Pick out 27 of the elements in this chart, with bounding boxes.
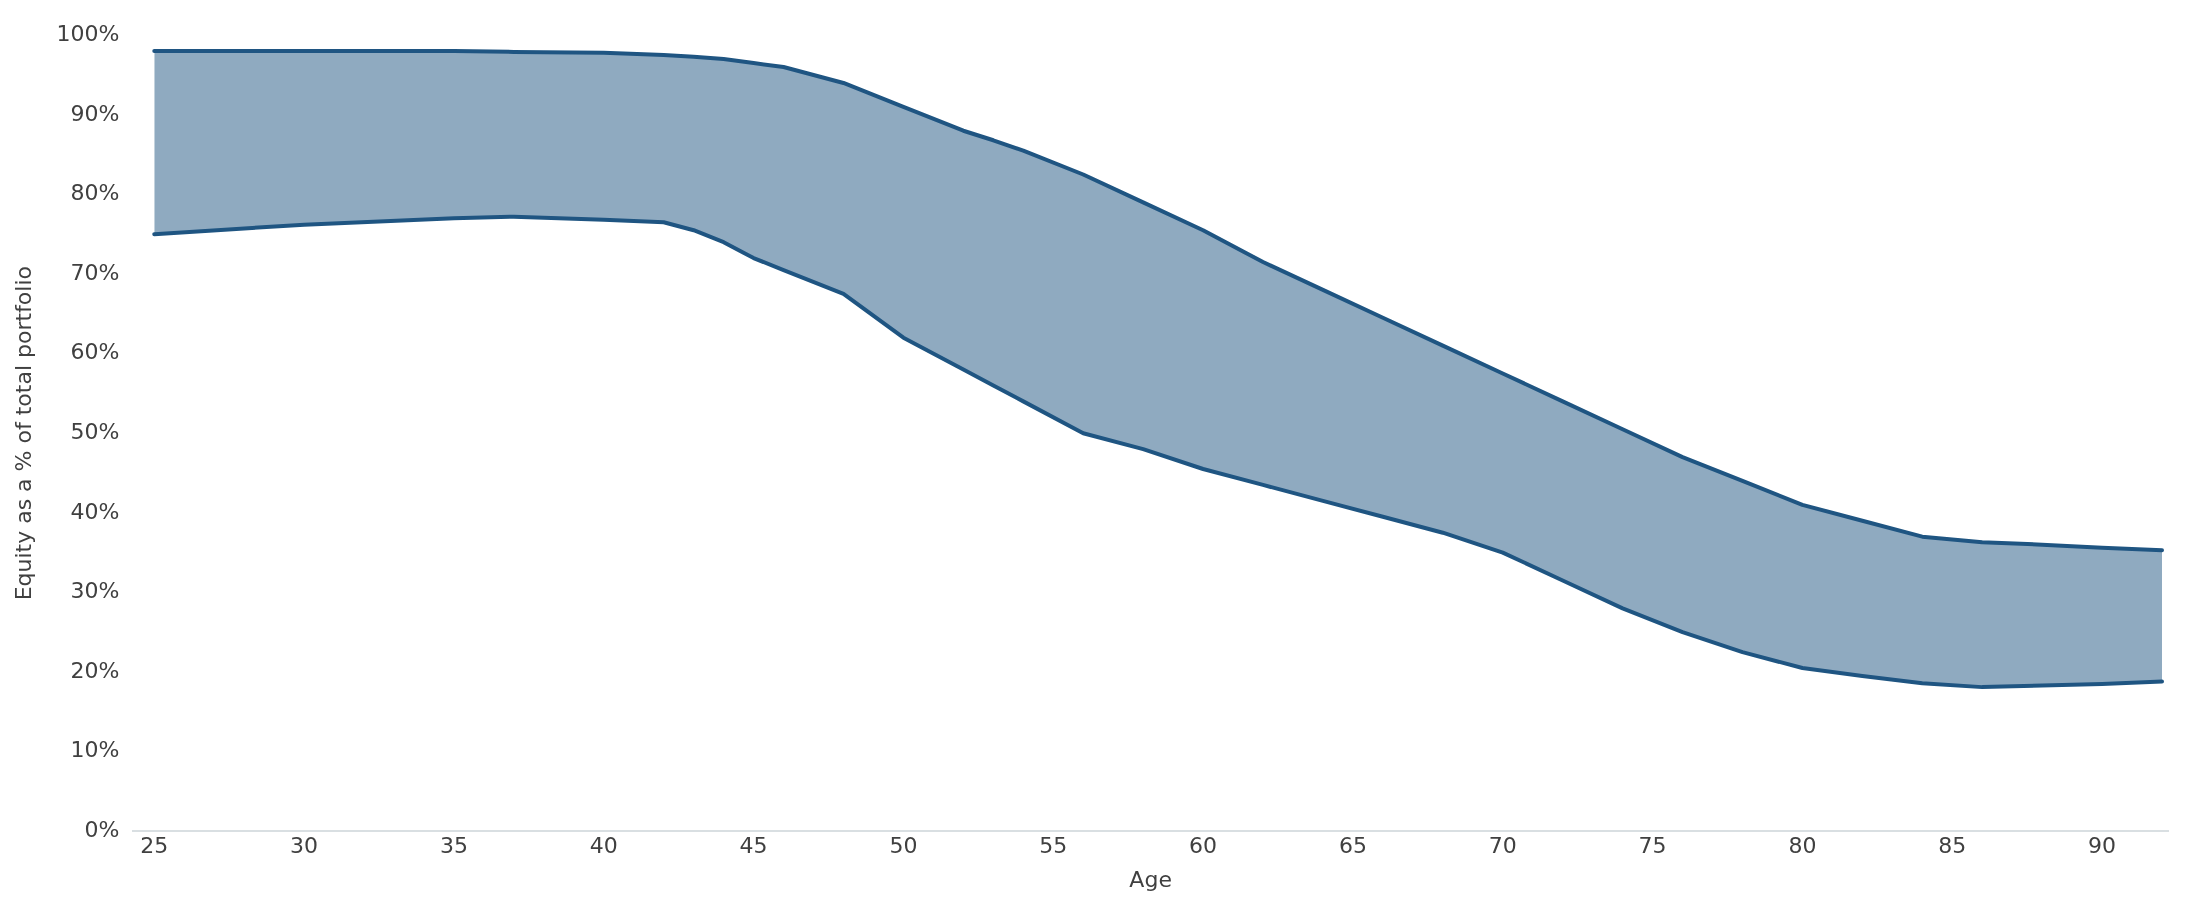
x-tick-label: 30 [290, 833, 319, 859]
x-axis-title: Age [1129, 866, 1172, 892]
y-tick-label: 100% [56, 20, 120, 46]
x-tick-label: 35 [439, 833, 468, 859]
x-tick-label: 40 [589, 833, 618, 859]
x-tick-label: 75 [1638, 833, 1667, 859]
y-tick-label: 50% [70, 418, 120, 444]
y-tick-label: 10% [70, 737, 120, 763]
x-tick-label: 60 [1189, 833, 1218, 859]
y-tick-label: 30% [70, 578, 120, 604]
x-tick-label: 55 [1039, 833, 1068, 859]
x-tick-label: 45 [739, 833, 768, 859]
x-tick-label: 80 [1788, 833, 1817, 859]
x-tick-label: 50 [889, 833, 918, 859]
x-tick-label: 25 [140, 833, 169, 859]
x-tick-label: 90 [2088, 833, 2117, 859]
y-tick-label: 90% [70, 100, 120, 126]
x-tick-label: 65 [1338, 833, 1367, 859]
y-axis-title: Equity as a % of total portfolio [10, 266, 36, 601]
y-tick-label: 0% [84, 816, 120, 842]
x-tick-label: 70 [1488, 833, 1517, 859]
y-tick-label: 20% [70, 657, 120, 683]
x-tick-label: 85 [1938, 833, 1967, 859]
y-tick-label: 40% [70, 498, 120, 524]
y-tick-label: 60% [70, 339, 120, 365]
y-tick-label: 80% [70, 180, 120, 206]
y-tick-label: 70% [70, 259, 120, 285]
